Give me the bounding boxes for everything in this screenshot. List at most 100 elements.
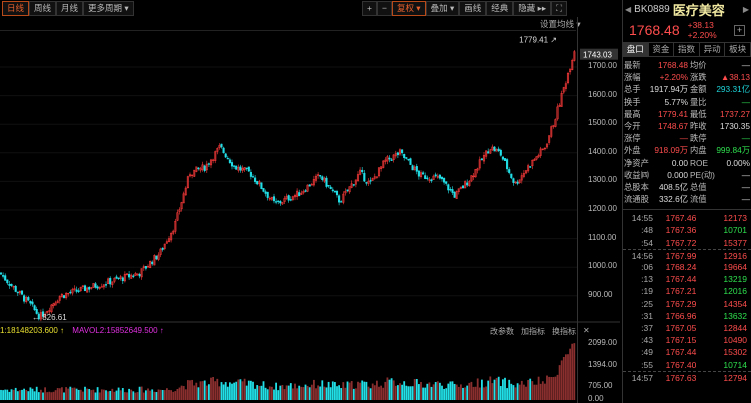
next-arrow-icon[interactable]: ▶ (742, 4, 749, 14)
period-tab[interactable]: 更多周期 ▾ (83, 1, 134, 16)
volume-bar (109, 390, 112, 400)
quote-label: 外盘 (624, 145, 641, 156)
tick-volume: 12916 (723, 250, 747, 261)
toolbar-button[interactable]: − (376, 1, 392, 16)
volume-bar (346, 381, 349, 400)
candle-body (501, 156, 504, 160)
candle-body (417, 170, 420, 177)
quote-row: 净资产 0.00 ROE 0.00% (623, 157, 751, 169)
candle-body (195, 166, 198, 172)
volume-bar (222, 384, 225, 400)
candle-body (388, 157, 391, 160)
volume-bar (397, 385, 399, 400)
quote-tab[interactable]: 盘口 (623, 43, 649, 56)
volume-bar (159, 389, 162, 400)
volume-bar (281, 385, 284, 400)
volume-bar (84, 386, 86, 400)
volume-bar (8, 391, 11, 400)
candle-body (241, 168, 244, 171)
volume-bar (514, 387, 517, 400)
volume-bar (176, 388, 179, 400)
toolbar-button[interactable]: 叠加 ▾ (425, 1, 460, 16)
volume-bar (317, 385, 319, 400)
quote-label: 流通股 (624, 194, 649, 205)
candle-body (571, 60, 574, 71)
quote-tab[interactable]: 异动 (700, 43, 726, 56)
indicator-button[interactable]: 改参数 (490, 327, 514, 336)
candle-body (342, 193, 345, 203)
volume-bar (499, 386, 502, 400)
volume-bar (296, 388, 298, 400)
toolbar-button[interactable]: 复权 ▾ (391, 1, 426, 16)
candle-body (247, 166, 250, 172)
toolbar-button[interactable]: + (362, 1, 377, 16)
set-ma-button[interactable]: 设置均线 ▾ (540, 19, 581, 29)
volume-bar (151, 389, 154, 400)
period-tab[interactable]: 周线 (29, 1, 57, 16)
indicator-button[interactable]: ✕ (583, 326, 590, 335)
volume-bar (147, 388, 149, 400)
volume-bar (378, 386, 380, 400)
candle-body (6, 279, 9, 284)
candle-body (485, 150, 488, 157)
volume-bar (197, 387, 200, 400)
candle-body (207, 163, 210, 165)
candle-body (41, 311, 45, 317)
candle-body (432, 175, 435, 180)
volume-bar (548, 376, 550, 400)
indicator-button[interactable]: 加指标 (521, 327, 545, 336)
toolbar-button[interactable]: 隐藏 ▸▸ (513, 1, 552, 16)
candlestick-chart[interactable]: 1779.41 ↗ ← 826.61 1743.03 (0, 17, 620, 403)
volume-bar (149, 390, 151, 400)
period-tab[interactable]: 月线 (56, 1, 84, 16)
tick-volume: 15302 (723, 347, 747, 358)
volume-bar (407, 386, 410, 400)
volume-tick-label: 705.00 (588, 381, 613, 390)
quote-value: — (741, 133, 750, 144)
volume-tick-label: 1394.00 (588, 360, 617, 369)
quote-value: 1917.94万 (649, 84, 688, 95)
volume-bar (376, 380, 378, 400)
volume-bar (355, 388, 357, 400)
candle-body (514, 181, 517, 184)
candle-body (88, 287, 91, 290)
candle-body (459, 186, 462, 189)
candle-body (361, 169, 364, 173)
quote-tab[interactable]: 板块 (725, 43, 751, 56)
volume-bar (394, 385, 397, 400)
volume-bar (283, 389, 286, 400)
volume-bar (273, 389, 275, 400)
prev-arrow-icon[interactable]: ◀ (625, 4, 632, 14)
volume-bar (550, 376, 553, 400)
toolbar-button[interactable]: 画线 (459, 1, 487, 16)
volume-bar (218, 386, 221, 400)
candle-body (445, 181, 448, 184)
volume-bar (569, 348, 571, 400)
tick-volume: 12173 (723, 213, 747, 224)
candle-body (480, 158, 483, 161)
candle-body (451, 189, 454, 193)
toolbar-button[interactable]: 经典 (486, 1, 514, 16)
add-icon[interactable]: + (734, 24, 745, 36)
candle-body (518, 179, 521, 183)
indicator-button[interactable]: 换指标 (552, 327, 576, 336)
quote-tab[interactable]: 资金 (649, 43, 675, 56)
toolbar-button[interactable]: ⛶ (551, 1, 568, 16)
volume-bar (61, 387, 63, 400)
low-label: ← 826.61 (32, 313, 67, 322)
volume-bar (63, 392, 65, 400)
quote-tab[interactable]: 指数 (674, 43, 700, 56)
volume-bar (518, 384, 521, 400)
quote-value: 5.77% (664, 96, 688, 107)
volume-bar (455, 384, 458, 400)
candle-body (81, 285, 84, 287)
candle-body (136, 273, 139, 275)
quote-row: 总股本 408.5亿 总值 — (623, 181, 751, 193)
candle-body (461, 185, 465, 189)
volume-bar (483, 387, 485, 400)
volume-bar (229, 382, 231, 400)
quote-value: 293.31亿 (716, 84, 750, 95)
volume-bar (52, 391, 55, 400)
period-tab[interactable]: 日线 (2, 1, 30, 16)
volume-bar (75, 388, 78, 400)
